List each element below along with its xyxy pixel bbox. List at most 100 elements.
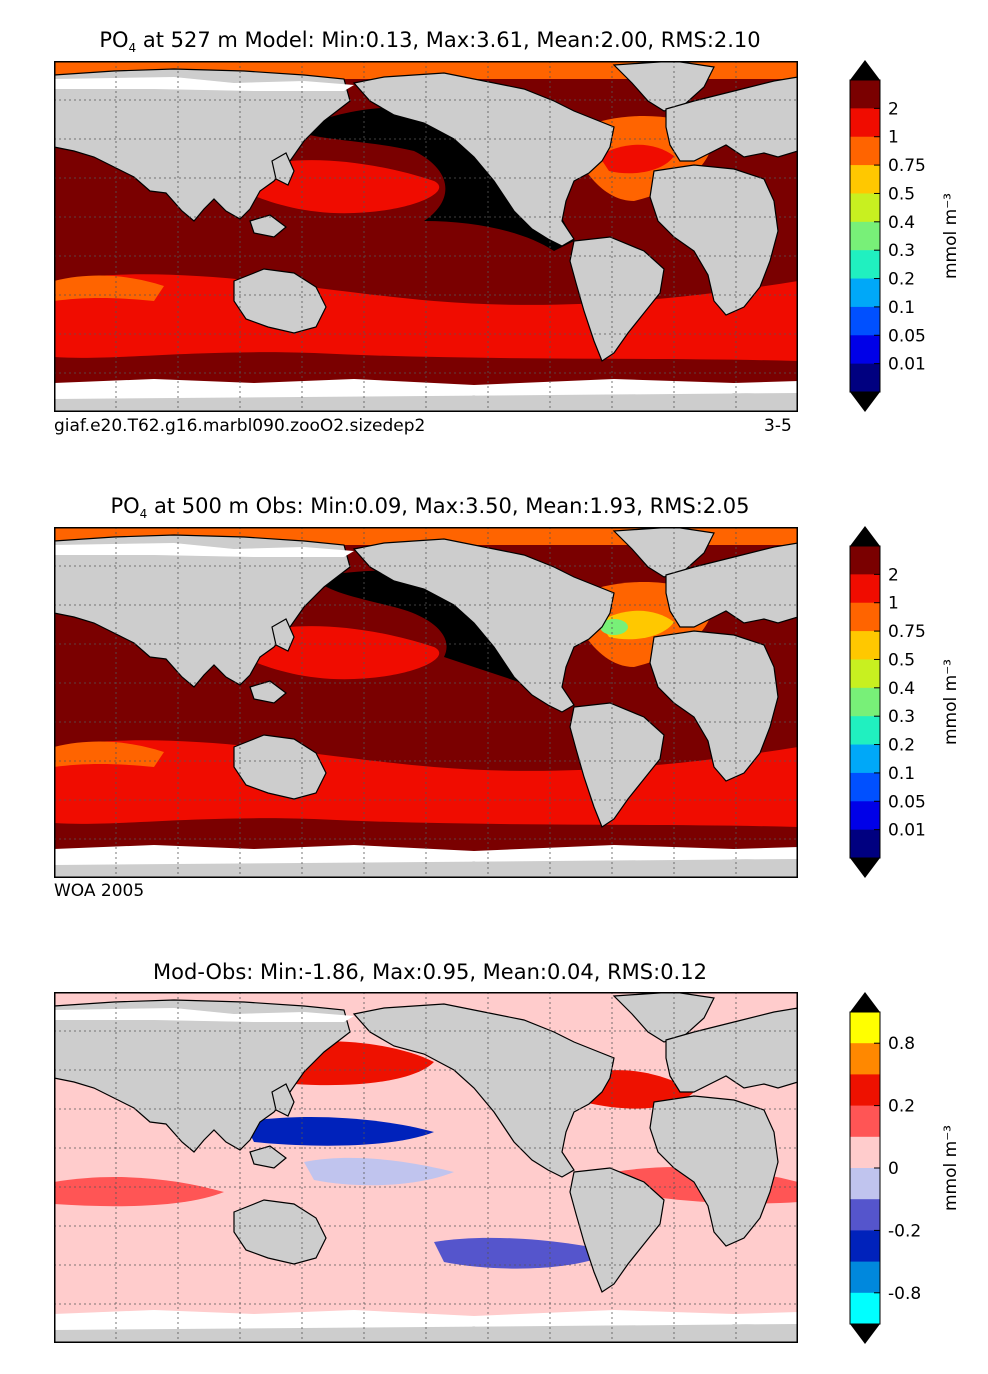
colorbar-tick-label: 0.2 [888,736,915,756]
missing-antarctic-edge [54,1310,798,1330]
colorbar-swatch [850,193,880,223]
colorbar-tick-label: 0.1 [888,298,915,318]
colorbar-tick-label: 0.75 [888,622,926,642]
pacific-negative-band [244,1117,434,1146]
missing-arctic-edge [54,543,354,557]
colorbar-swatch [850,631,880,660]
colorbar-swatch [850,744,880,774]
colorbar-tick-label: 0.3 [888,707,915,727]
southern-negative [434,1237,614,1269]
colorbar-swatch [850,1292,880,1325]
colorbar-swatch [850,829,880,859]
land-australia [233,268,327,334]
sargasso-minimum [600,619,628,635]
colorbar-swatch [850,108,880,138]
colorbar-swatch [850,772,880,802]
colorbar-swatch [850,1199,880,1231]
colorbar-swatch [850,80,880,109]
colorbar-swatch [850,1105,880,1138]
colorbar-swatch [850,136,880,166]
colorbar-swatch [850,1261,880,1294]
colorbar-over-arrow [850,992,880,1012]
colorbar-tick-label: 0.4 [888,679,915,699]
colorbar-swatch [850,221,880,251]
colorbar-swatch [850,1168,880,1200]
graticule [54,992,798,1343]
colorbar-tick-label: 0.2 [888,1097,915,1117]
colorbar-swatch [850,1230,880,1263]
colorbar-tick-label: 0.05 [888,326,926,346]
colorbar-tick-label: 0.2 [888,270,915,290]
missing-arctic-edge [54,1008,354,1022]
panel2-title: PO4 at 500 m Obs: Min:0.09, Max:3.50, Me… [110,494,750,522]
land-south-america [569,236,665,362]
colorbar-tick-label: 0.1 [888,764,915,784]
land-australia [233,734,327,800]
land-north-america [352,1003,615,1178]
panel2-colorbar: 2 1 0.75 0.5 0.4 0.3 0.2 0.1 0.05 0.01 mmol m⁻³ [849,526,961,878]
colorbar-swatch [850,306,880,336]
colorbar-swatch [850,1012,880,1044]
map-frame [54,61,798,412]
colorbar-tick-label: 1 [888,594,899,614]
colorbar-tick-label: 0.75 [888,156,926,176]
colorbar-unit-label: mmol m⁻³ [941,659,961,745]
colorbar-tick-label: 0.3 [888,241,915,261]
colorbar-tick-label: 0.01 [888,355,926,375]
colorbar-swatch [850,687,880,717]
colorbar-swatch [850,278,880,308]
colorbar-tick-label: -0.8 [888,1284,921,1304]
east-pacific-high-phosphate [314,570,554,687]
colorbar-tick-label: 0.4 [888,213,915,233]
panel3-title: Mod-Obs: Min:-1.86, Max:0.95, Mean:0.04,… [153,960,707,984]
colorbar-swatch [850,801,880,831]
colorbar-frame [849,545,881,859]
colorbar-under-arrow [850,858,880,878]
colorbar-unit-label: mmol m⁻³ [941,1125,961,1211]
missing-antarctic-edge [54,845,798,865]
missing-arctic-edge [54,77,354,91]
panel2-map [54,527,798,878]
graticule [54,527,798,878]
land-south-america [569,1167,665,1293]
colorbar-swatch [850,602,880,632]
land-africa [649,1095,779,1247]
land-south-america [569,702,665,828]
colorbar-under-arrow [850,392,880,412]
panel1-map [54,61,798,412]
panel1-title: PO4 at 527 m Model: Min:0.13, Max:3.61, … [99,28,761,56]
missing-antarctic-edge [54,379,798,399]
map-frame [54,527,798,878]
map-frame [54,992,798,1343]
south-indian-orange [54,275,164,301]
colorbar-swatch [850,1136,880,1169]
colorbar-tick-label: 0.05 [888,792,926,812]
colorbar-tick-label: 0.01 [888,821,926,841]
colorbar-swatch [850,546,880,575]
indian-positive [54,1177,224,1207]
land-north-america [352,538,615,713]
land-australia [233,1199,327,1265]
colorbar-tick-label: 0 [888,1159,899,1179]
colorbar-over-arrow [850,526,880,546]
colorbar-swatch [850,165,880,194]
land-africa [649,630,779,782]
panel1-colorbar: 2 1 0.75 0.5 0.4 0.3 0.2 0.1 0.05 0.01 mmol m⁻³ [849,60,961,412]
colorbar-tick-label: 2 [888,565,899,585]
panel3-colorbar: 0.8 0.2 0 -0.2 -0.8 mmol m⁻³ [849,992,961,1344]
colorbar-swatch [850,716,880,746]
colorbar-tick-label: 0.5 [888,650,915,670]
colorbar-tick-label: 0.8 [888,1034,915,1054]
panel1-caption-left: giaf.e20.T62.g16.marbl090.zooO2.sizedep2 [54,416,426,436]
colorbar-over-arrow [850,60,880,80]
graticule [54,61,798,412]
colorbar-swatch [850,1043,880,1075]
colorbar-swatch [850,1074,880,1107]
colorbar-tick-label: -0.2 [888,1221,921,1241]
colorbar-under-arrow [850,1324,880,1344]
panel1-caption-right: 3-5 [764,416,792,436]
panel2-caption-left: WOA 2005 [54,881,145,901]
colorbar-tick-label: 1 [888,128,899,148]
colorbar-frame [849,79,881,393]
colorbar-swatch [850,363,880,393]
